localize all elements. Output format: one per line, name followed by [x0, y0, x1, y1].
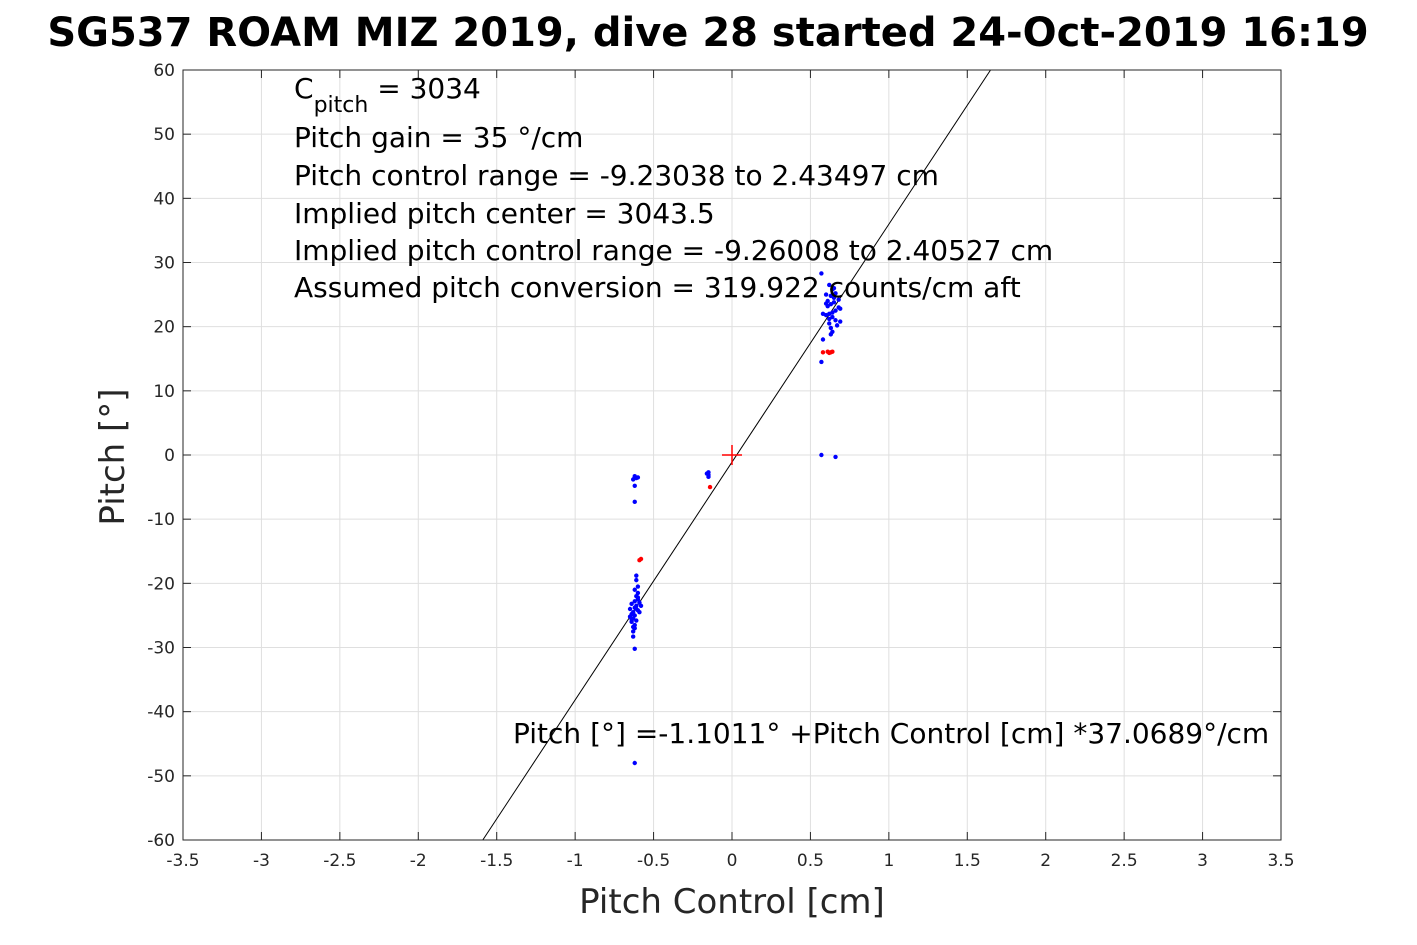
- y-tick-label: 60: [153, 61, 175, 81]
- data-point: [635, 595, 641, 600]
- data-point: [819, 359, 824, 365]
- chart-title: SG537 ROAM MIZ 2019, dive 28 started 24-…: [47, 10, 1368, 56]
- y-tick-label: 30: [153, 254, 175, 274]
- data-point: [831, 300, 837, 305]
- x-tick-label: 1.5: [954, 851, 981, 871]
- data-point: [823, 292, 829, 297]
- y-tick-label: 40: [153, 189, 175, 209]
- c-pitch-value: = 3034: [368, 72, 481, 105]
- data-point: [838, 306, 843, 311]
- data-point: [630, 634, 636, 639]
- c-pitch-subscript: pitch: [314, 93, 369, 118]
- data-point: [830, 329, 835, 334]
- data-point: [634, 577, 639, 583]
- x-tick-labels: -3.5 -3 -2.5 -2 -1.5 -1 -0.5 0 0.5 1 1.5 2 2.5 3 3.5: [166, 851, 1294, 871]
- data-point: [634, 618, 639, 623]
- y-tick-label: -40: [147, 703, 175, 723]
- data-point: [831, 285, 837, 291]
- x-tick-label: 0: [727, 851, 738, 871]
- tick-marks: [182, 69, 1282, 841]
- implied-center-annotation: Implied pitch center = 3043.5: [294, 197, 715, 230]
- c-pitch-annotation: Cpitch = 3034: [294, 72, 481, 118]
- x-tick-label: -2.5: [323, 851, 356, 871]
- y-tick-label: -10: [147, 510, 175, 530]
- pitch-gain-annotation: Pitch gain = 35 °/cm: [294, 121, 583, 154]
- x-tick-label: -3.5: [166, 851, 199, 871]
- excluded-data-point: [707, 484, 713, 490]
- grid-lines: [183, 70, 1281, 840]
- data-point: [630, 477, 636, 482]
- y-tick-label: -50: [147, 767, 175, 787]
- data-point: [638, 603, 644, 608]
- data-point: [828, 293, 834, 299]
- y-tick-label: 50: [153, 125, 175, 145]
- y-tick-label: 10: [153, 382, 175, 402]
- y-tick-label: 20: [153, 318, 175, 338]
- data-point: [836, 297, 841, 302]
- data-point: [632, 483, 637, 488]
- data-point: [630, 629, 636, 634]
- data-point: [838, 319, 843, 324]
- data-point: [827, 282, 832, 288]
- x-tick-label: -3: [253, 851, 270, 871]
- x-tick-label: 1: [883, 851, 894, 871]
- data-point: [823, 301, 829, 306]
- center-marker-group: [722, 445, 742, 465]
- x-tick-label: -1: [567, 851, 584, 871]
- data-point: [820, 311, 826, 317]
- assumed-conversion-annotation: Assumed pitch conversion = 319.922 count…: [294, 271, 1021, 304]
- y-tick-label: -30: [147, 639, 175, 659]
- data-point: [833, 318, 838, 323]
- data-point: [632, 499, 637, 505]
- data-point: [635, 584, 641, 589]
- data-point: [827, 321, 832, 326]
- x-tick-label: -2: [410, 851, 427, 871]
- x-tick-label: -1.5: [480, 851, 513, 871]
- data-point: [632, 587, 637, 592]
- data-points-group: [627, 271, 843, 766]
- data-point: [632, 760, 637, 766]
- data-point: [833, 291, 838, 296]
- y-tick-label: -20: [147, 574, 175, 594]
- data-point: [635, 608, 641, 613]
- data-point: [819, 271, 824, 276]
- excluded-data-point: [830, 349, 835, 354]
- data-point: [704, 471, 710, 476]
- data-point: [632, 605, 637, 610]
- x-tick-label: -0.5: [637, 851, 670, 871]
- y-tick-label: 0: [164, 446, 175, 466]
- implied-range-annotation: Implied pitch control range = -9.26008 t…: [294, 234, 1053, 267]
- y-axis-label: Pitch [°]: [93, 388, 133, 525]
- x-tick-label: 2: [1040, 851, 1051, 871]
- x-axis-label: Pitch Control [cm]: [579, 882, 885, 922]
- pitch-control-range-annotation: Pitch control range = -9.23038 to 2.4349…: [294, 159, 939, 192]
- data-point: [833, 454, 838, 460]
- data-point: [635, 475, 641, 480]
- x-tick-label: 3.5: [1267, 851, 1294, 871]
- x-tick-label: 0.5: [797, 851, 824, 871]
- y-tick-labels: 60 50 40 30 20 10 0 -10 -20 -30 -40 -50 -60: [147, 61, 175, 851]
- y-tick-label: -60: [147, 831, 175, 851]
- excluded-data-point: [820, 350, 826, 355]
- data-point: [828, 325, 834, 331]
- c-pitch-letter: C: [294, 72, 314, 105]
- excluded-data-point: [637, 558, 642, 563]
- x-tick-label: 2.5: [1111, 851, 1138, 871]
- data-point: [632, 599, 637, 604]
- data-point: [819, 452, 824, 458]
- data-point: [629, 617, 634, 622]
- data-point: [632, 646, 637, 651]
- data-point: [629, 601, 634, 607]
- fit-equation-annotation: Pitch [°] =-1.1011° +Pitch Control [cm] …: [513, 717, 1269, 750]
- data-point: [627, 606, 633, 612]
- data-point: [634, 573, 639, 578]
- data-point: [834, 323, 840, 328]
- x-tick-label: 3: [1197, 851, 1208, 871]
- data-point: [820, 337, 826, 342]
- data-point: [630, 624, 636, 630]
- data-point: [830, 310, 835, 315]
- data-point: [827, 316, 832, 322]
